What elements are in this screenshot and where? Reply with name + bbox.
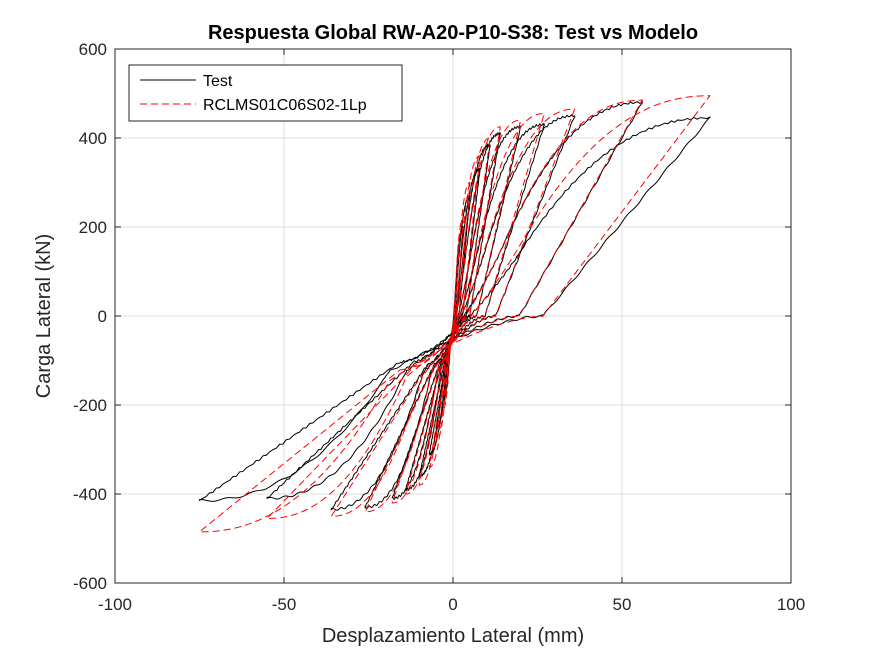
y-tick-label: 200 xyxy=(79,218,107,237)
model-loop-3 xyxy=(428,155,481,468)
y-tick-label: 0 xyxy=(98,307,107,326)
chart-title: Respuesta Global RW-A20-P10-S38: Test vs… xyxy=(208,22,698,44)
model-loop-5 xyxy=(405,126,501,495)
x-tick-label: 0 xyxy=(448,595,457,614)
x-tick-label: -100 xyxy=(98,595,132,614)
plot-area xyxy=(198,95,711,533)
model-loop-6 xyxy=(391,119,522,504)
x-tick-label: 50 xyxy=(613,595,632,614)
legend-label-model: RCLMS01C06S02-1Lp xyxy=(203,97,367,114)
legend: Test RCLMS01C06S02-1Lp xyxy=(128,64,403,122)
y-tick-label: -400 xyxy=(73,485,107,504)
legend-box xyxy=(128,64,403,122)
test-loop-7 xyxy=(364,122,545,509)
y-axis-label: Carga Lateral (kN) xyxy=(33,234,55,399)
model-loop-4 xyxy=(418,137,491,486)
model-loop-10 xyxy=(198,95,711,533)
model-loop-2 xyxy=(435,181,471,442)
model-loop-8 xyxy=(330,108,576,517)
x-axis-label: Desplazamiento Lateral (mm) xyxy=(322,625,584,647)
x-tick-label: -50 xyxy=(272,595,297,614)
legend-label-test: Test xyxy=(203,73,233,90)
x-tick-label: 100 xyxy=(777,595,805,614)
y-tick-label: 400 xyxy=(79,129,107,148)
ticks-layer: -100 -50 0 50 100 -600 -400 -200 0 200 400 600 xyxy=(73,40,805,614)
y-tick-label: -200 xyxy=(73,396,107,415)
y-tick-label: -600 xyxy=(73,574,107,593)
model-loop-9 xyxy=(265,99,644,519)
series-model xyxy=(198,95,711,533)
y-tick-label: 600 xyxy=(79,40,107,59)
